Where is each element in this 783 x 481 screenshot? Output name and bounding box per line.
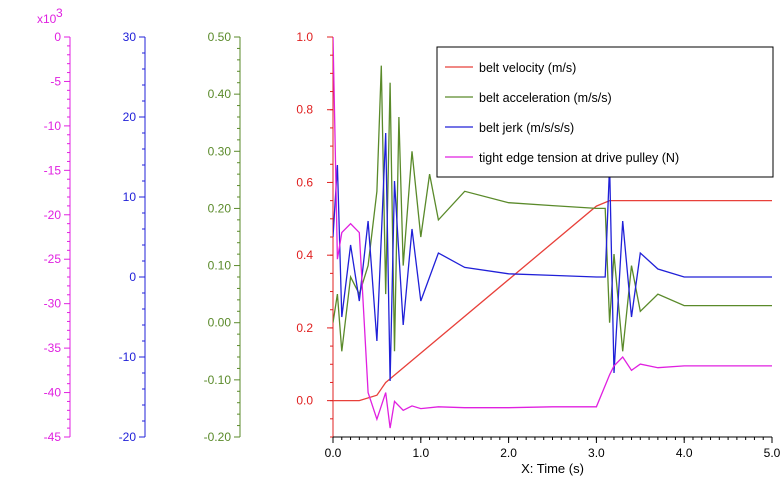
legend-label: tight edge tension at drive pulley (N)	[479, 151, 679, 165]
x-tick-label: 5.0	[764, 446, 781, 460]
tension-tick-label: -35	[44, 341, 62, 355]
accel-tick-label: 0.20	[208, 201, 232, 215]
tension-tick-label: -40	[44, 386, 62, 400]
accel-tick-label: -0.10	[204, 373, 232, 387]
legend-label: belt jerk (m/s/s/s)	[479, 121, 574, 135]
legend-box	[436, 46, 774, 178]
series-line	[333, 65, 772, 352]
x-tick-label: 4.0	[676, 446, 693, 460]
series-line	[333, 36, 772, 429]
jerk-tick-label: -10	[119, 350, 137, 364]
tension-multiplier-exp: 3	[56, 6, 63, 20]
velocity-tick-label: 1.0	[296, 30, 313, 44]
tension-tick-label: -10	[44, 119, 62, 133]
accel-tick-label: 0.30	[208, 144, 232, 158]
tension-tick-label: -45	[44, 430, 62, 444]
jerk-tick-label: -20	[119, 430, 137, 444]
accel-tick-label: 0.50	[208, 30, 232, 44]
accel-tick-label: 0.40	[208, 87, 232, 101]
accel-tick-label: -0.20	[204, 430, 232, 444]
series-line	[333, 199, 772, 402]
legend-label: belt acceleration (m/s/s)	[479, 91, 612, 105]
jerk-tick-label: 30	[123, 30, 137, 44]
jerk-tick-label: 0	[129, 270, 136, 284]
x-tick-label: 3.0	[588, 446, 605, 460]
tension-tick-label: -15	[44, 163, 62, 177]
velocity-tick-label: 0.6	[296, 175, 313, 189]
accel-tick-label: 0.10	[208, 259, 232, 273]
x-tick-label: 2.0	[500, 446, 517, 460]
velocity-tick-label: 0.8	[296, 103, 313, 117]
accel-tick-label: 0.00	[208, 316, 232, 330]
velocity-tick-label: 0.2	[296, 321, 313, 335]
jerk-tick-label: 10	[123, 190, 137, 204]
tension-tick-label: -30	[44, 297, 62, 311]
velocity-tick-label: 0.4	[296, 248, 313, 262]
tension-tick-label: 0	[54, 30, 61, 44]
velocity-tick-label: 0.0	[296, 394, 313, 408]
series-line	[333, 132, 772, 382]
tension-tick-label: -25	[44, 252, 62, 266]
tension-tick-label: -5	[50, 74, 61, 88]
tension-multiplier-label: x10	[37, 12, 57, 26]
x-tick-label: 1.0	[412, 446, 429, 460]
jerk-tick-label: 20	[123, 110, 137, 124]
legend-label: belt velocity (m/s)	[479, 61, 576, 75]
x-tick-label: 0.0	[325, 446, 342, 460]
x-axis-title: X: Time (s)	[521, 461, 584, 476]
tension-tick-label: -20	[44, 208, 62, 222]
